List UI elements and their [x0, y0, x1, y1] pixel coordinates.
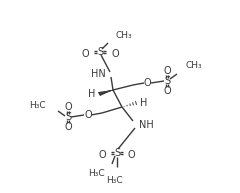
Polygon shape: [98, 90, 113, 96]
Text: H: H: [140, 98, 147, 108]
Text: O: O: [64, 122, 72, 132]
Text: O: O: [163, 66, 171, 76]
Text: H₃C: H₃C: [29, 101, 46, 109]
Text: H₃C: H₃C: [88, 168, 105, 178]
Text: S: S: [164, 76, 170, 86]
Text: HN: HN: [91, 69, 106, 79]
Text: S: S: [97, 47, 103, 57]
Text: S: S: [114, 148, 120, 158]
Text: CH₃: CH₃: [185, 62, 202, 70]
Text: NH: NH: [139, 120, 154, 130]
Text: H: H: [88, 89, 95, 99]
Text: O: O: [81, 49, 89, 59]
Text: CH₃: CH₃: [115, 30, 132, 40]
Text: O: O: [143, 78, 151, 88]
Text: O: O: [163, 86, 171, 96]
Text: O: O: [111, 49, 119, 59]
Text: O: O: [98, 150, 106, 160]
Text: O: O: [64, 102, 72, 112]
Text: S: S: [65, 112, 71, 122]
Text: O: O: [128, 150, 136, 160]
Text: O: O: [84, 110, 92, 120]
Text: H₃C: H₃C: [106, 176, 122, 185]
